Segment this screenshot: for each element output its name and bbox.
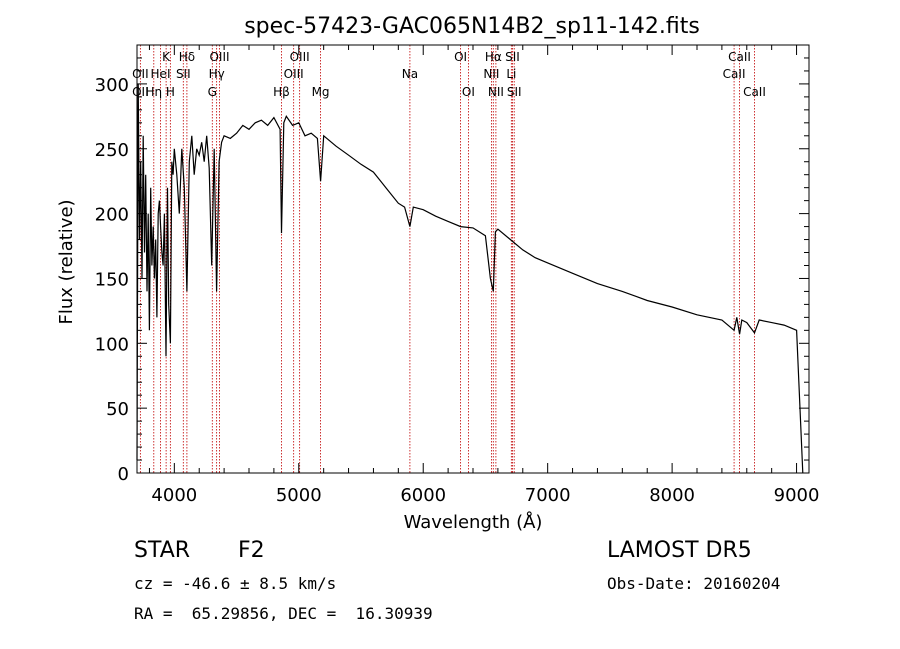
y-tick-label: 50 (106, 399, 129, 420)
x-axis-ticks: 4000 5000 6000 7000 8000 9000 (148, 45, 820, 506)
line-marker-label: Mg (312, 85, 330, 99)
x-tick-label: 8000 (649, 485, 695, 506)
line-marker-label: CaII (728, 50, 751, 64)
y-tick-label: 100 (95, 334, 129, 355)
coordinates: RA = 65.29856, DEC = 16.30939 (134, 604, 433, 623)
observation-date: Obs-Date: 20160204 (607, 574, 781, 593)
plot-frame (136, 44, 810, 474)
x-tick-label: 4000 (151, 485, 197, 506)
line-marker-label: Hγ (209, 67, 225, 81)
x-tick-label: 5000 (276, 485, 322, 506)
survey-name: LAMOST DR5 (607, 538, 752, 563)
redshift-velocity: cz = -46.6 ± 8.5 km/s (134, 574, 337, 593)
line-marker-label: Hβ (273, 85, 290, 99)
line-marker-label: G (208, 85, 217, 99)
line-marker-label: H (166, 85, 175, 99)
line-marker-label: Li (506, 67, 516, 81)
line-marker-label: CaII (723, 67, 746, 81)
line-marker-label: OII (132, 85, 149, 99)
y-tick-label: 250 (95, 140, 129, 161)
line-marker-label: Na (402, 67, 418, 81)
y-tick-label: 0 (118, 464, 129, 485)
x-tick-label: 7000 (525, 485, 571, 506)
y-axis-label: Flux (relative) (56, 199, 77, 324)
line-marker-label: SII (505, 50, 520, 64)
line-marker-label: OIII (284, 67, 304, 81)
object-class: STAR (134, 538, 191, 563)
chart-title: spec-57423-GAC065N14B2_sp11-142.fits (244, 14, 700, 39)
line-marker-label: NII (483, 67, 499, 81)
line-marker-label: SII (176, 67, 191, 81)
line-marker-label: Hα (485, 50, 502, 64)
y-axis-ticks: 0 50 100 150 200 250 300 (95, 57, 809, 485)
line-marker-label: HeI (151, 67, 171, 81)
line-marker-label: CaII (743, 85, 766, 99)
line-marker-label: OI (462, 85, 475, 99)
line-marker-label: OIII (290, 50, 310, 64)
x-tick-label: 6000 (400, 485, 446, 506)
y-tick-label: 300 (95, 75, 129, 96)
x-axis-label: Wavelength (Å) (404, 511, 543, 533)
line-marker-label: OI (454, 50, 467, 64)
line-marker-label: OII (132, 67, 149, 81)
spectrum-line (136, 83, 804, 474)
y-tick-label: 150 (95, 269, 129, 290)
line-marker-label: Hδ (179, 50, 195, 64)
line-marker-label: K (162, 50, 171, 64)
spectral-line-markers (139, 45, 755, 473)
line-marker-label: OIII (209, 50, 229, 64)
line-marker-label: SII (507, 85, 522, 99)
x-tick-label: 9000 (774, 485, 820, 506)
y-tick-label: 200 (95, 205, 129, 226)
spectral-subclass: F2 (238, 538, 265, 563)
line-marker-label: Hη (145, 85, 162, 99)
line-marker-label: NII (488, 85, 504, 99)
